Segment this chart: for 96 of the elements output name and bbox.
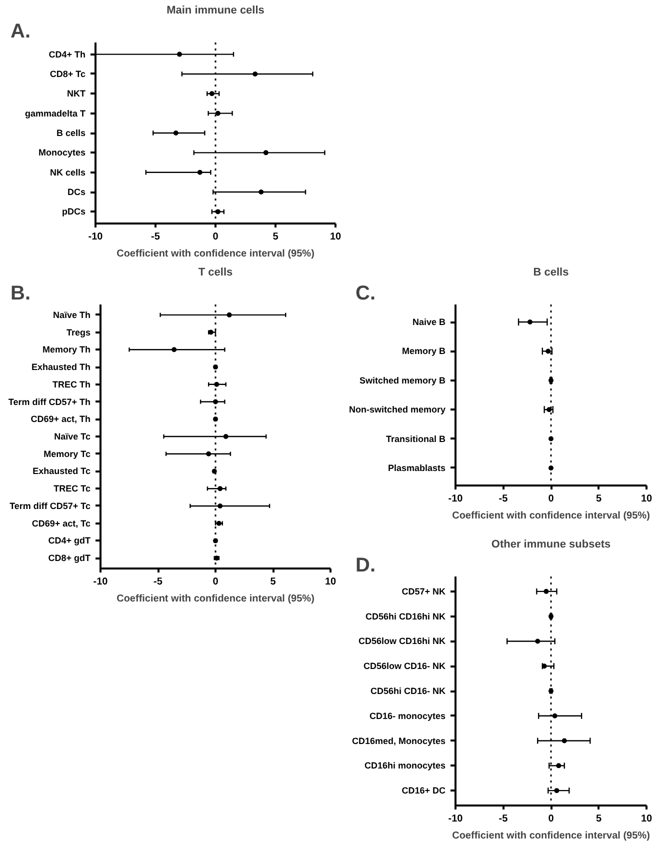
y-tick-label: Non-switched memory <box>348 404 446 415</box>
point <box>206 451 212 456</box>
y-tick-label: Naïve Tc <box>54 432 91 442</box>
point <box>252 71 258 76</box>
chart-title: T cells <box>198 266 233 278</box>
y-tick-label: CD56low CD16- NK <box>363 661 446 672</box>
x-tick-label: 5 <box>272 232 279 242</box>
y-tick-label: Transitional B <box>386 434 446 444</box>
y-tick-label: Naïve Th <box>52 310 91 320</box>
x-tick-label: 0 <box>548 494 554 504</box>
x-tick-label: -10 <box>93 576 108 588</box>
y-tick-label: gammadelta T <box>24 108 86 118</box>
y-tick-label: Naive B <box>412 317 446 328</box>
x-tick-label: 0 <box>212 232 219 242</box>
point <box>546 348 551 354</box>
x-tick-label: 10 <box>330 232 342 242</box>
y-tick-label: Exhausted Tc <box>32 466 91 476</box>
x-tick-label: -5 <box>151 232 160 242</box>
y-tick-label: CD8+ Tc <box>50 68 86 79</box>
point <box>535 638 540 644</box>
y-tick-label: B cells <box>56 128 86 138</box>
y-tick-label: TREC Th <box>52 379 91 390</box>
x-tick-label: 5 <box>270 576 276 588</box>
x-tick-label: -10 <box>448 814 464 824</box>
chart-title: B cells <box>533 266 569 278</box>
point <box>177 52 182 57</box>
y-tick-label: CD57+ NK <box>402 586 446 596</box>
x-tick-label: -10 <box>88 232 104 242</box>
x-tick-label: -10 <box>448 494 464 504</box>
point <box>218 486 223 492</box>
y-tick-label: CD16hi monocytes <box>364 760 446 771</box>
y-tick-label: CD56low CD16hi NK <box>358 636 446 646</box>
text: C. <box>356 282 376 304</box>
point <box>546 407 552 412</box>
y-tick-label: CD4+ Th <box>48 49 86 60</box>
chart-title: Other immune subsets <box>491 538 611 550</box>
x-axis-title: Coefficient with confidence interval (95%) <box>116 248 314 260</box>
point <box>562 738 567 744</box>
point <box>223 434 228 439</box>
y-tick-label: Term diff CD57+ Tc <box>10 500 91 511</box>
point <box>172 347 177 352</box>
point <box>215 110 220 116</box>
y-tick-label: NK cells <box>50 167 86 178</box>
y-tick-label: CD69+ act, Tc <box>32 518 91 528</box>
point <box>548 465 554 470</box>
text: A. <box>10 20 30 42</box>
x-tick-label: 10 <box>324 576 336 588</box>
y-tick-label: CD56hi CD16hi NK <box>365 611 446 622</box>
point <box>197 170 202 175</box>
y-tick-label: pDCs <box>62 206 86 217</box>
point <box>263 150 268 156</box>
text: B. <box>10 282 30 304</box>
x-tick-label: 0 <box>212 576 219 588</box>
y-tick-label: Term diff CD57+ Th <box>8 396 91 407</box>
x-tick-label: 0 <box>548 814 554 824</box>
point <box>544 588 549 594</box>
y-tick-label: Memory Tc <box>44 448 91 459</box>
x-axis-title: Coefficient with confidence interval (95%) <box>452 510 650 522</box>
y-tick-label: CD69+ act, Th <box>30 414 91 424</box>
y-tick-label: CD16med, Monocytes <box>352 736 446 746</box>
y-tick-label: CD56hi CD16- NK <box>370 686 446 696</box>
point <box>554 788 560 794</box>
y-tick-label: Memory Th <box>42 344 91 355</box>
point <box>552 713 558 718</box>
point <box>226 312 232 318</box>
y-tick-label: CD16- monocytes <box>369 710 446 721</box>
x-tick-label: 10 <box>640 494 652 504</box>
y-tick-label: CD8+ gdT <box>48 553 91 564</box>
x-tick-label: -5 <box>154 576 163 588</box>
y-tick-label: Tregs <box>66 327 91 338</box>
y-tick-label: Switched memory B <box>359 375 446 386</box>
point <box>215 209 220 214</box>
point <box>173 130 178 136</box>
point <box>258 190 264 195</box>
y-tick-label: CD4+ gdT <box>48 536 91 546</box>
x-tick-label: 5 <box>596 814 602 824</box>
y-tick-label: Memory B <box>402 346 446 356</box>
x-tick-label: 5 <box>596 494 602 504</box>
y-tick-label: DCs <box>67 187 86 198</box>
y-tick-label: CD16+ DC <box>402 786 446 796</box>
point <box>556 763 562 768</box>
point <box>209 91 214 96</box>
x-axis-title: Coefficient with confidence interval (95%) <box>452 830 650 842</box>
y-tick-label: Plasmablasts <box>388 462 446 473</box>
x-tick-label: -5 <box>498 814 508 824</box>
chart-title: Main immune cells <box>166 4 264 16</box>
y-tick-label: Monocytes <box>38 148 86 158</box>
y-tick-label: Exhausted Th <box>31 362 91 372</box>
y-tick-label: NKT <box>67 88 86 99</box>
point <box>527 320 532 325</box>
point <box>218 503 223 508</box>
x-tick-label: -5 <box>498 494 508 504</box>
x-tick-label: 10 <box>640 814 652 824</box>
y-tick-label: TREC Tc <box>54 484 91 494</box>
x-axis-title: Coefficient with confidence interval (95%) <box>116 594 314 604</box>
text: D. <box>356 554 376 576</box>
